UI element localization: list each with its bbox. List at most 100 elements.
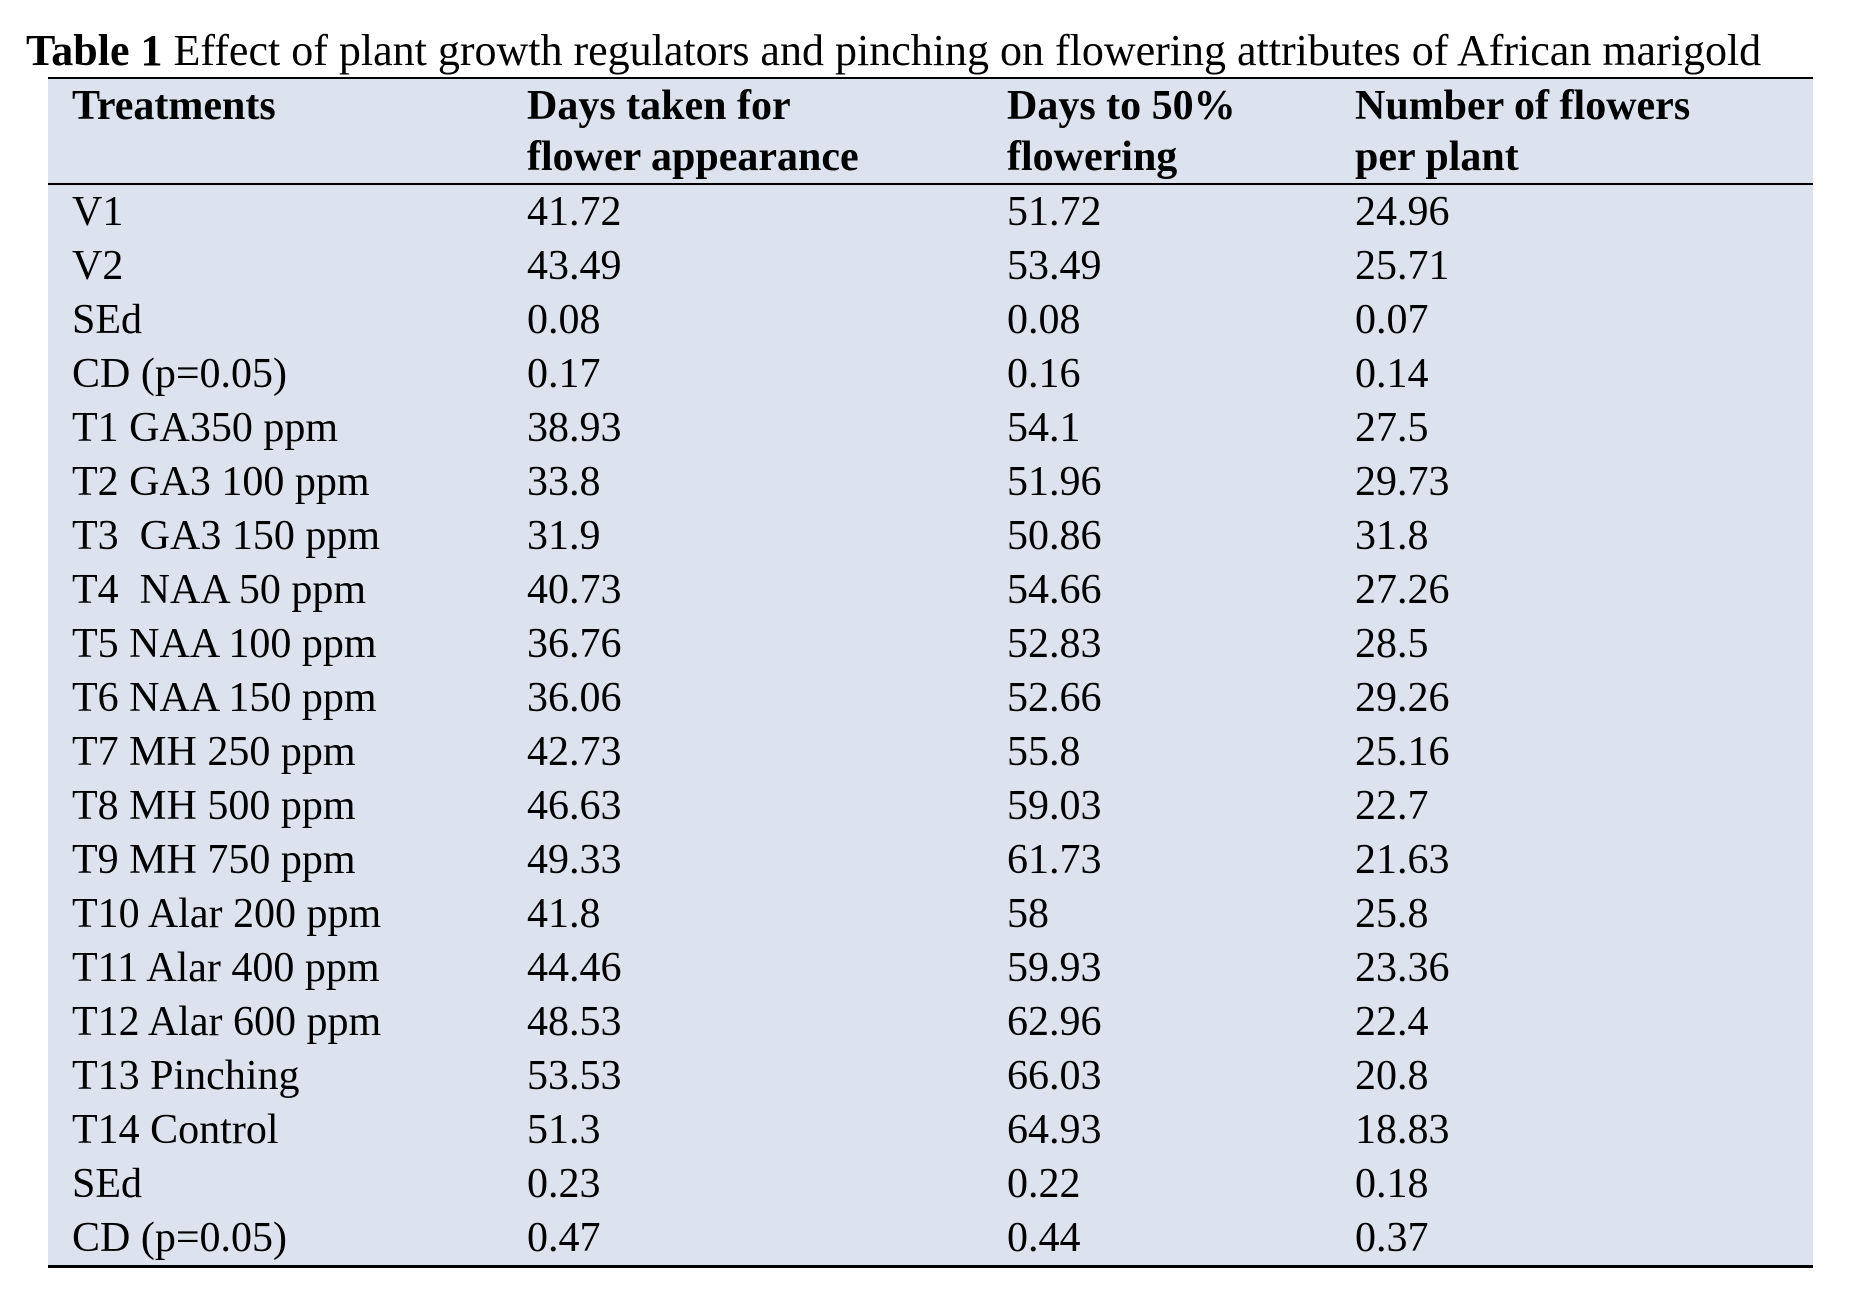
table-row: SEd 0.23 0.22 0.18 <box>48 1157 1813 1211</box>
cell-days-50-flowering: 58 <box>1007 891 1049 937</box>
cell-flowers-per-plant: 25.71 <box>1355 243 1450 289</box>
header-line: Treatments <box>72 83 276 129</box>
cell-days-50-flowering: 51.96 <box>1007 459 1102 505</box>
table-caption-text: Effect of plant growth regulators and pi… <box>162 26 1762 75</box>
cell-flowers-per-plant: 0.37 <box>1355 1215 1429 1261</box>
cell-treatment: T1 GA350 ppm <box>72 405 338 451</box>
table-row: V1 41.72 51.72 24.96 <box>48 184 1813 239</box>
table-caption-label: Table 1 <box>26 26 163 75</box>
table-row: T8 MH 500 ppm 46.63 59.03 22.7 <box>48 779 1813 833</box>
cell-flowers-per-plant: 18.83 <box>1355 1107 1450 1153</box>
cell-treatment: T8 MH 500 ppm <box>72 783 356 829</box>
cell-flowers-per-plant: 21.63 <box>1355 837 1450 883</box>
cell-treatment: T2 GA3 100 ppm <box>72 459 370 505</box>
cell-treatment: V1 <box>72 189 124 235</box>
cell-days-50-flowering: 53.49 <box>1007 243 1102 289</box>
cell-flowers-per-plant: 22.4 <box>1355 999 1429 1045</box>
table-row: V2 43.49 53.49 25.71 <box>48 239 1813 293</box>
cell-days-50-flowering: 52.66 <box>1007 675 1102 721</box>
cell-days-50-flowering: 52.83 <box>1007 621 1102 667</box>
table-row: SEd 0.08 0.08 0.07 <box>48 293 1813 347</box>
cell-days-50-flowering: 0.44 <box>1007 1215 1081 1261</box>
data-table: Treatments Days taken for flower appearan… <box>48 79 1813 1265</box>
cell-flowers-per-plant: 0.07 <box>1355 297 1429 343</box>
table-row: T1 GA350 ppm 38.93 54.1 27.5 <box>48 401 1813 455</box>
cell-flowers-per-plant: 20.8 <box>1355 1053 1429 1099</box>
cell-days-50-flowering: 50.86 <box>1007 513 1102 559</box>
cell-treatment: T4 NAA 50 ppm <box>72 567 366 613</box>
cell-days-flower-appearance: 51.3 <box>527 1107 601 1153</box>
cell-days-flower-appearance: 42.73 <box>527 729 622 775</box>
table-row: T3 GA3 150 ppm 31.9 50.86 31.8 <box>48 509 1813 563</box>
table-caption: Table 1 Effect of plant growth regulator… <box>26 22 1846 80</box>
cell-days-flower-appearance: 46.63 <box>527 783 622 829</box>
cell-days-50-flowering: 59.03 <box>1007 783 1102 829</box>
table-row: T4 NAA 50 ppm 40.73 54.66 27.26 <box>48 563 1813 617</box>
table-row: CD (p=0.05) 0.47 0.44 0.37 <box>48 1211 1813 1265</box>
header-line: Days taken for <box>527 83 791 129</box>
cell-days-flower-appearance: 44.46 <box>527 945 622 991</box>
table-body: V1 41.72 51.72 24.96 V2 43.49 53.49 25.71 SEd 0.0… <box>48 184 1813 1265</box>
header-treatments: Treatments <box>48 79 503 185</box>
cell-flowers-per-plant: 28.5 <box>1355 621 1429 667</box>
cell-flowers-per-plant: 23.36 <box>1355 945 1450 991</box>
header-days-flower-appearance: Days taken for flower appearance <box>503 79 983 185</box>
cell-days-50-flowering: 55.8 <box>1007 729 1081 775</box>
cell-days-flower-appearance: 48.53 <box>527 999 622 1045</box>
cell-days-flower-appearance: 0.08 <box>527 297 601 343</box>
cell-treatment: CD (p=0.05) <box>72 351 288 397</box>
table-row: T6 NAA 150 ppm 36.06 52.66 29.26 <box>48 671 1813 725</box>
header-line: flower appearance <box>527 134 859 180</box>
cell-days-50-flowering: 54.1 <box>1007 405 1081 451</box>
cell-days-50-flowering: 61.73 <box>1007 837 1102 883</box>
cell-treatment: T9 MH 750 ppm <box>72 837 356 883</box>
cell-treatment: T14 Control <box>72 1107 279 1153</box>
table-row: T12 Alar 600 ppm 48.53 62.96 22.4 <box>48 995 1813 1049</box>
header-line: per plant <box>1355 134 1519 180</box>
cell-treatment: T10 Alar 200 ppm <box>72 891 382 937</box>
table-row: T10 Alar 200 ppm 41.8 58 25.8 <box>48 887 1813 941</box>
table-row: T7 MH 250 ppm 42.73 55.8 25.16 <box>48 725 1813 779</box>
table-row: T2 GA3 100 ppm 33.8 51.96 29.73 <box>48 455 1813 509</box>
cell-flowers-per-plant: 22.7 <box>1355 783 1429 829</box>
table-row: T5 NAA 100 ppm 36.76 52.83 28.5 <box>48 617 1813 671</box>
cell-treatment: T3 GA3 150 ppm <box>72 513 380 559</box>
table-row: T14 Control 51.3 64.93 18.83 <box>48 1103 1813 1157</box>
cell-flowers-per-plant: 27.26 <box>1355 567 1450 613</box>
cell-treatment: V2 <box>72 243 124 289</box>
header-line: Days to 50% <box>1007 83 1236 129</box>
header-line: Number of flowers <box>1355 83 1691 129</box>
cell-treatment: T7 MH 250 ppm <box>72 729 356 775</box>
cell-treatment: T13 Pinching <box>72 1053 300 1099</box>
header-days-50-flowering: Days to 50% flowering <box>983 79 1331 185</box>
cell-treatment: SEd <box>72 297 143 343</box>
cell-days-flower-appearance: 41.8 <box>527 891 601 937</box>
table-row: CD (p=0.05) 0.17 0.16 0.14 <box>48 347 1813 401</box>
cell-days-flower-appearance: 41.72 <box>527 189 622 235</box>
data-table-container: Treatments Days taken for flower appearan… <box>48 77 1813 1268</box>
cell-days-flower-appearance: 36.76 <box>527 621 622 667</box>
cell-flowers-per-plant: 0.14 <box>1355 351 1429 397</box>
cell-days-flower-appearance: 49.33 <box>527 837 622 883</box>
header-row: Treatments Days taken for flower appearan… <box>48 79 1813 185</box>
cell-flowers-per-plant: 25.8 <box>1355 891 1429 937</box>
table-row: T13 Pinching 53.53 66.03 20.8 <box>48 1049 1813 1103</box>
cell-flowers-per-plant: 29.26 <box>1355 675 1450 721</box>
cell-days-50-flowering: 0.08 <box>1007 297 1081 343</box>
cell-treatment: T6 NAA 150 ppm <box>72 675 377 721</box>
cell-treatment: T5 NAA 100 ppm <box>72 621 377 667</box>
table-row: T9 MH 750 ppm 49.33 61.73 21.63 <box>48 833 1813 887</box>
cell-days-flower-appearance: 0.23 <box>527 1161 601 1207</box>
cell-days-flower-appearance: 33.8 <box>527 459 601 505</box>
cell-treatment: T12 Alar 600 ppm <box>72 999 382 1045</box>
cell-days-flower-appearance: 31.9 <box>527 513 601 559</box>
cell-days-50-flowering: 62.96 <box>1007 999 1102 1045</box>
cell-days-flower-appearance: 40.73 <box>527 567 622 613</box>
cell-flowers-per-plant: 27.5 <box>1355 405 1429 451</box>
cell-flowers-per-plant: 29.73 <box>1355 459 1450 505</box>
table-row: T11 Alar 400 ppm 44.46 59.93 23.36 <box>48 941 1813 995</box>
cell-treatment: SEd <box>72 1161 143 1207</box>
cell-flowers-per-plant: 0.18 <box>1355 1161 1429 1207</box>
cell-days-flower-appearance: 0.17 <box>527 351 601 397</box>
header-line: flowering <box>1007 134 1178 180</box>
